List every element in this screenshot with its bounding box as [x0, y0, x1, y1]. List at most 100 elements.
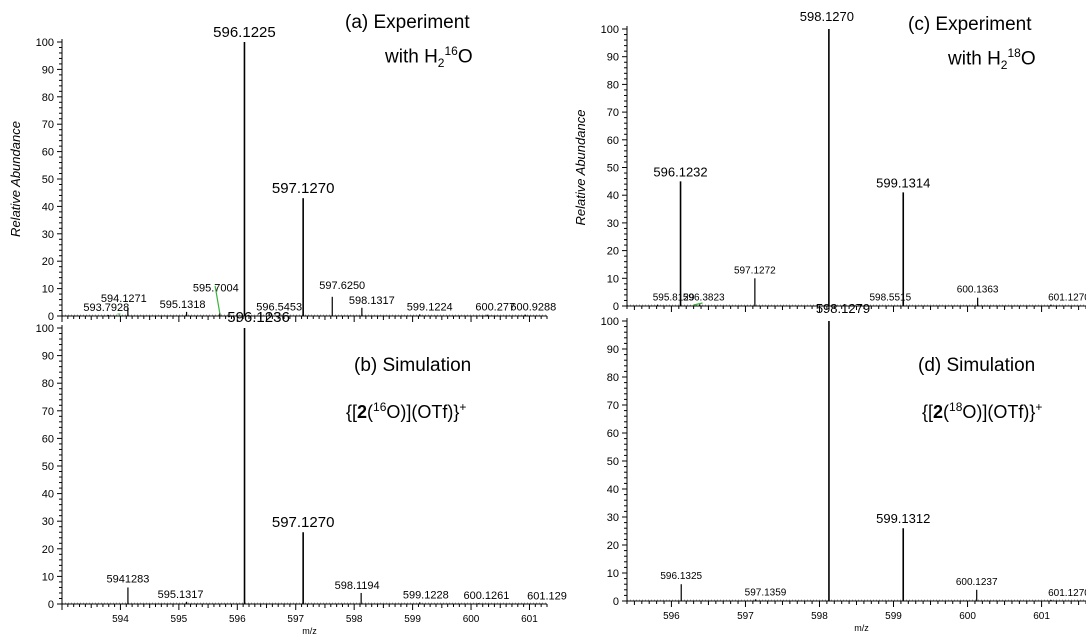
panel-a-peak-label: 596.1225 [213, 24, 276, 41]
panel-c-peak-label: 597.1272 [734, 265, 776, 276]
panel-a-y-tick-label: 0 [48, 311, 54, 323]
panel-d-y-tick-label: 50 [607, 456, 619, 468]
panel-d-title: (d) Simulation [918, 355, 1036, 376]
panel-d-peak-label: 598.1279 [816, 301, 870, 316]
panel-a-subtitle: with H216O [385, 44, 473, 71]
panel-c-peak-label: 599.1314 [876, 175, 930, 190]
panel-b-x-tick-label: 601 [521, 614, 538, 625]
panel-a-y-tick-label: 60 [42, 147, 54, 159]
panel-c-green-mark [693, 302, 703, 306]
panel-a-peak-label: 595.1318 [160, 299, 206, 311]
panel-b-x-tick-label: 597 [287, 614, 304, 625]
panel-a-y-tick-label: 100 [36, 37, 54, 49]
panel-c-y-tick-label: 60 [607, 135, 619, 147]
panel-c-y-tick-label: 30 [607, 218, 619, 230]
panel-d-x-axis-title: m/z [854, 623, 869, 633]
panel-a-peak-label: 599.1224 [407, 301, 453, 313]
panel-c-y-tick-label: 10 [607, 273, 619, 285]
panel-b-y-tick-label: 20 [42, 544, 54, 556]
panel-b-peak-label: 596.1236 [227, 309, 290, 326]
panel-a-y-tick-label: 70 [42, 119, 54, 131]
panel-a-peak-label: 598.1317 [349, 295, 395, 307]
panel-d-y-tick-label: 0 [613, 596, 619, 608]
panel-c-y-tick-label: 70 [607, 107, 619, 119]
panel-b-peak-label: 599.1228 [403, 589, 449, 601]
panel-c-peak-label: 595.8129 [653, 293, 695, 304]
panel-a-y-tick-label: 80 [42, 92, 54, 104]
panel-b-formula: {[2(16O)](OTf)}+ [346, 400, 467, 422]
panel-c-y-tick-label: 80 [607, 79, 619, 91]
panel-c-subtitle: with H218O [948, 46, 1036, 73]
panel-d-x-tick-label: 601 [1033, 611, 1050, 622]
panel-d-x-tick-label: 600 [959, 611, 976, 622]
panel-c-peak-label: 600.1363 [957, 285, 999, 296]
panel-b-y-tick-label: 60 [42, 433, 54, 445]
panel-d-y-tick-label: 20 [607, 540, 619, 552]
panel-d-x-tick-label: 597 [737, 611, 754, 622]
panel-a-peak-label: 600.9288 [510, 302, 556, 314]
panel-d-peak-label: 597.1359 [745, 587, 787, 598]
panel-b-peak-label: 598.1194 [335, 580, 380, 592]
panel-a-y-axis-title: Relative Abundance [8, 121, 23, 237]
panel-c-title: (c) Experiment [908, 14, 1032, 35]
panel-a-peak-label: 596.5453 [256, 301, 302, 313]
panel-a-y-tick-label: 40 [42, 201, 54, 213]
panel-d-x-tick-label: 596 [663, 611, 680, 622]
panel-b-x-tick-label: 599 [404, 614, 421, 625]
panel-c-peak-label: 598.1270 [800, 9, 854, 24]
panel-d-peak-label: 600.1237 [956, 577, 998, 588]
panel-c-y-axis-title: Relative Abundance [573, 110, 588, 226]
panel-c-y-tick-label: 50 [607, 163, 619, 175]
panel-d-y-tick-label: 30 [607, 512, 619, 524]
panel-b-x-tick-label: 598 [346, 614, 363, 625]
panel-d-y-tick-label: 70 [607, 400, 619, 412]
panel-c-y-tick-label: 20 [607, 246, 619, 258]
panel-b-y-tick-label: 80 [42, 378, 54, 390]
panel-d-peak-label: 599.1312 [876, 511, 930, 526]
panel-a-peak-label: 600.277 [475, 302, 515, 314]
panel-b-title: (b) Simulation [354, 355, 472, 376]
panel-a-y-tick-label: 90 [42, 64, 54, 76]
panel-c-peak-label: 601.1270 [1048, 293, 1086, 304]
panel-b-y-tick-label: 100 [36, 323, 54, 335]
panel-c-y-tick-label: 40 [607, 190, 619, 202]
panel-d-x-tick-label: 598 [811, 611, 828, 622]
panel-a-peak-label: 597.6250 [319, 280, 365, 292]
panel-a-y-tick-label: 50 [42, 174, 54, 186]
panel-a-y-tick-label: 20 [42, 256, 54, 268]
panel-d-peak-label: 596.1325 [660, 571, 702, 582]
panel-b-y-tick-label: 0 [48, 599, 54, 611]
panel-d-y-tick-label: 40 [607, 484, 619, 496]
panel-b-x-tick-label: 596 [229, 614, 246, 625]
panel-b-x-tick-label: 600 [463, 614, 480, 625]
panel-d-formula: {[2(18O)](OTf)}+ [922, 400, 1043, 422]
panel-a-peak-label: 594.1271 [101, 293, 147, 305]
panel-b-y-tick-label: 10 [42, 571, 54, 583]
panel-a-green-mark [214, 285, 221, 314]
panel-d-peak-label: 601.1270 [1048, 588, 1086, 599]
panel-a-y-tick-label: 10 [42, 284, 54, 296]
panel-c-y-tick-label: 0 [613, 301, 619, 313]
panel-b-peak-label: 597.1270 [272, 514, 335, 531]
panel-a-y-tick-label: 30 [42, 229, 54, 241]
panel-b-x-tick-label: 595 [171, 614, 188, 625]
panel-d-y-tick-label: 60 [607, 428, 619, 440]
panel-d-y-tick-label: 90 [607, 344, 619, 356]
panel-d-y-tick-label: 80 [607, 372, 619, 384]
panel-a-title: (a) Experiment [345, 12, 470, 33]
panel-b-peak-label: 595.1317 [158, 589, 204, 601]
panel-a-peak-label: 593.7928 [83, 302, 129, 314]
panel-d-y-tick-label: 100 [601, 316, 619, 328]
panel-b-x-axis-title: m/z [302, 626, 317, 635]
panel-b-x-tick-label: 594 [112, 614, 129, 625]
panel-b-peak-label: 5941283 [107, 573, 150, 585]
panel-b-y-tick-label: 70 [42, 406, 54, 418]
panel-b-y-tick-label: 90 [42, 351, 54, 363]
panel-d-y-tick-label: 10 [607, 568, 619, 580]
panel-d-x-tick-label: 599 [885, 611, 902, 622]
panel-b-y-tick-label: 40 [42, 489, 54, 501]
panel-a-peak-label: 597.1270 [272, 180, 335, 197]
panel-c-peak-label: 596.1232 [653, 164, 707, 179]
panel-b-y-tick-label: 30 [42, 516, 54, 528]
